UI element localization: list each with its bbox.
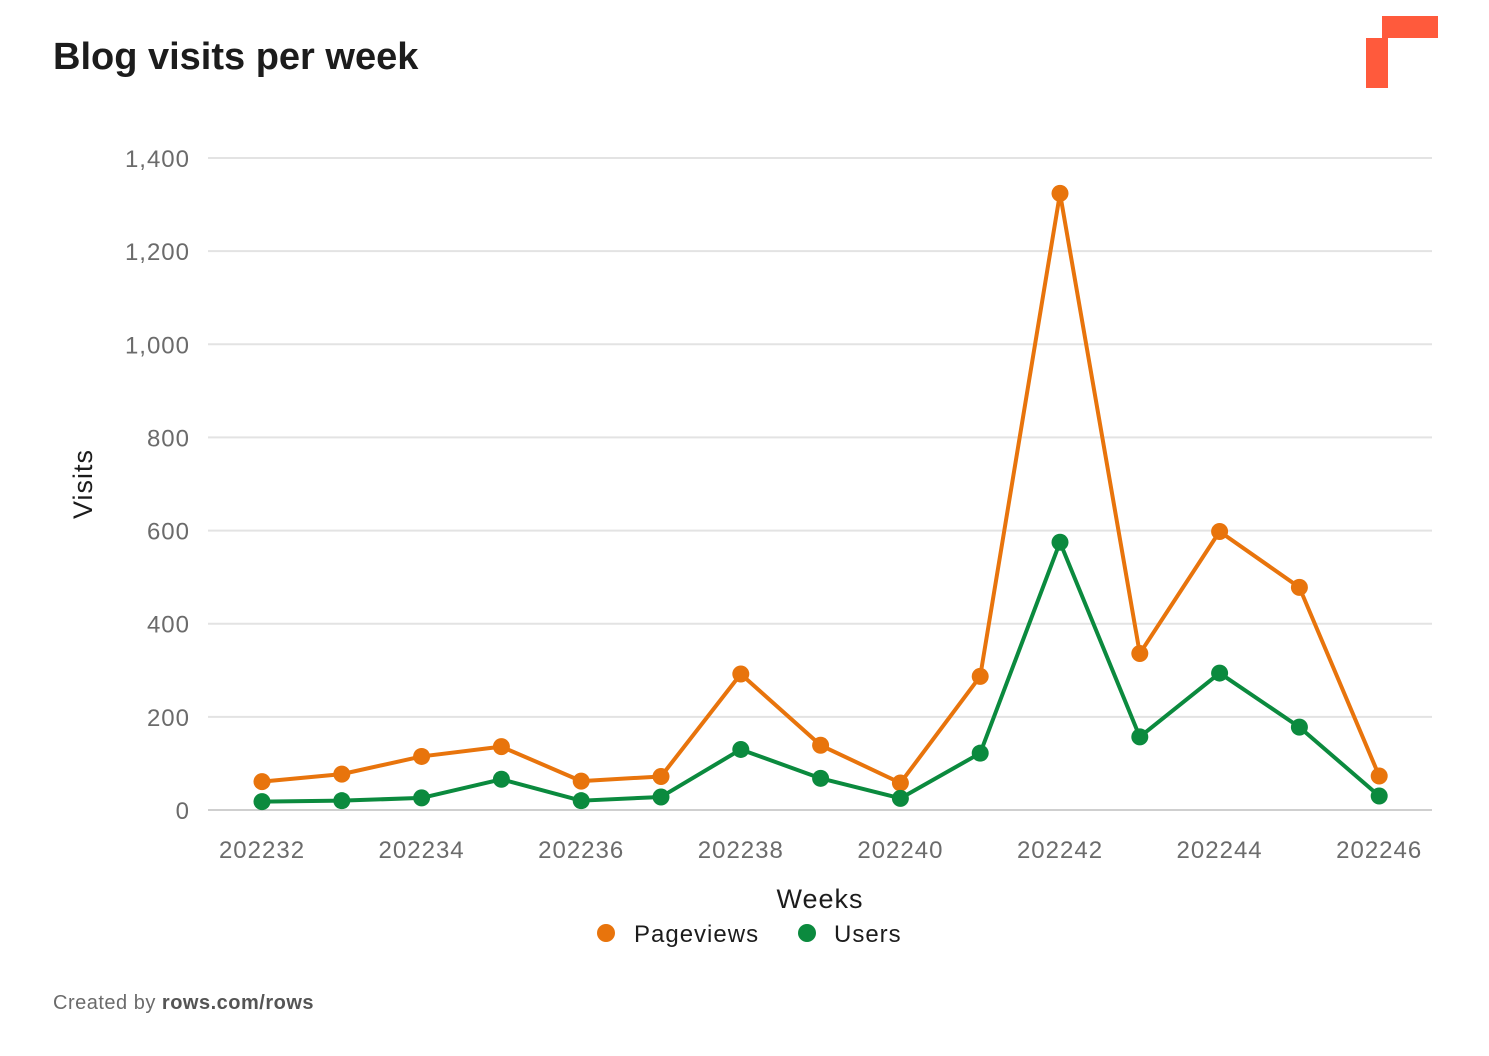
- legend: Pageviews Users: [597, 921, 902, 948]
- x-axis-ticks: 202232 202234 202236 202238 202240 202242 2022…: [219, 837, 1422, 864]
- x-tick-label: 202234: [379, 837, 465, 864]
- footer-credit: Created by rows.com/rows: [53, 992, 314, 1015]
- y-tick-label: 400: [147, 612, 190, 639]
- data-point-pageviews[interactable]: [891, 774, 909, 792]
- data-point-users[interactable]: [812, 769, 830, 787]
- data-point-pageviews[interactable]: [812, 736, 830, 754]
- data-point-users[interactable]: [492, 770, 510, 788]
- legend-marker-users: [798, 924, 816, 942]
- x-tick-label: 202232: [219, 837, 305, 864]
- data-point-pageviews[interactable]: [652, 767, 670, 785]
- data-point-pageviews[interactable]: [1131, 645, 1149, 663]
- data-point-pageviews[interactable]: [1290, 578, 1308, 596]
- y-tick-label: 600: [147, 519, 190, 546]
- y-axis-ticks: 0 200 400 600 800 1,000 1,200 1,400: [125, 146, 190, 825]
- series-pageviews: [253, 184, 1388, 792]
- data-point-pageviews[interactable]: [253, 773, 271, 791]
- data-point-users[interactable]: [253, 793, 271, 811]
- data-point-pageviews[interactable]: [492, 738, 510, 756]
- data-point-users[interactable]: [652, 788, 670, 806]
- legend-label-users: Users: [834, 921, 902, 948]
- data-point-users[interactable]: [971, 744, 989, 762]
- data-point-users[interactable]: [572, 792, 590, 810]
- legend-marker-pageviews: [597, 924, 615, 942]
- y-tick-label: 800: [147, 425, 190, 452]
- data-point-users[interactable]: [1131, 728, 1149, 746]
- x-tick-label: 202244: [1177, 837, 1263, 864]
- x-tick-label: 202242: [1017, 837, 1103, 864]
- y-tick-label: 1,400: [125, 146, 190, 173]
- x-tick-label: 202240: [857, 837, 943, 864]
- x-tick-label: 202236: [538, 837, 624, 864]
- data-point-pageviews[interactable]: [572, 772, 590, 790]
- data-point-pageviews[interactable]: [1211, 523, 1229, 541]
- y-axis-title: Visits: [68, 449, 98, 519]
- data-point-pageviews[interactable]: [1370, 767, 1388, 785]
- data-point-users[interactable]: [732, 740, 750, 758]
- data-point-users[interactable]: [1370, 787, 1388, 805]
- y-tick-label: 200: [147, 705, 190, 732]
- series-users: [253, 533, 1388, 811]
- data-point-users[interactable]: [891, 789, 909, 807]
- y-tick-label: 0: [176, 798, 190, 825]
- data-point-pageviews[interactable]: [1051, 184, 1069, 202]
- legend-label-pageviews: Pageviews: [634, 921, 759, 948]
- data-point-users[interactable]: [1290, 718, 1308, 736]
- footer-prefix: Created by: [53, 992, 156, 1014]
- y-tick-label: 1,200: [125, 239, 190, 266]
- footer-link[interactable]: rows.com/rows: [161, 992, 315, 1014]
- data-point-pageviews[interactable]: [971, 667, 989, 685]
- y-tick-label: 1,000: [125, 332, 190, 359]
- data-point-users[interactable]: [1211, 664, 1229, 682]
- data-point-users[interactable]: [413, 789, 431, 807]
- rows-logo-icon: [1366, 16, 1438, 88]
- x-tick-label: 202238: [698, 837, 784, 864]
- data-point-pageviews[interactable]: [413, 747, 431, 765]
- x-axis-title: Weeks: [776, 884, 863, 914]
- data-point-users[interactable]: [1051, 533, 1069, 551]
- series-layer: [253, 184, 1388, 811]
- chart-title: Blog visits per week: [53, 36, 419, 78]
- x-tick-label: 202246: [1336, 837, 1422, 864]
- gridlines: [208, 157, 1432, 811]
- series-line-pageviews: [261, 191, 1382, 785]
- data-point-pageviews[interactable]: [732, 665, 750, 683]
- data-point-users[interactable]: [333, 792, 351, 810]
- data-point-pageviews[interactable]: [333, 765, 351, 783]
